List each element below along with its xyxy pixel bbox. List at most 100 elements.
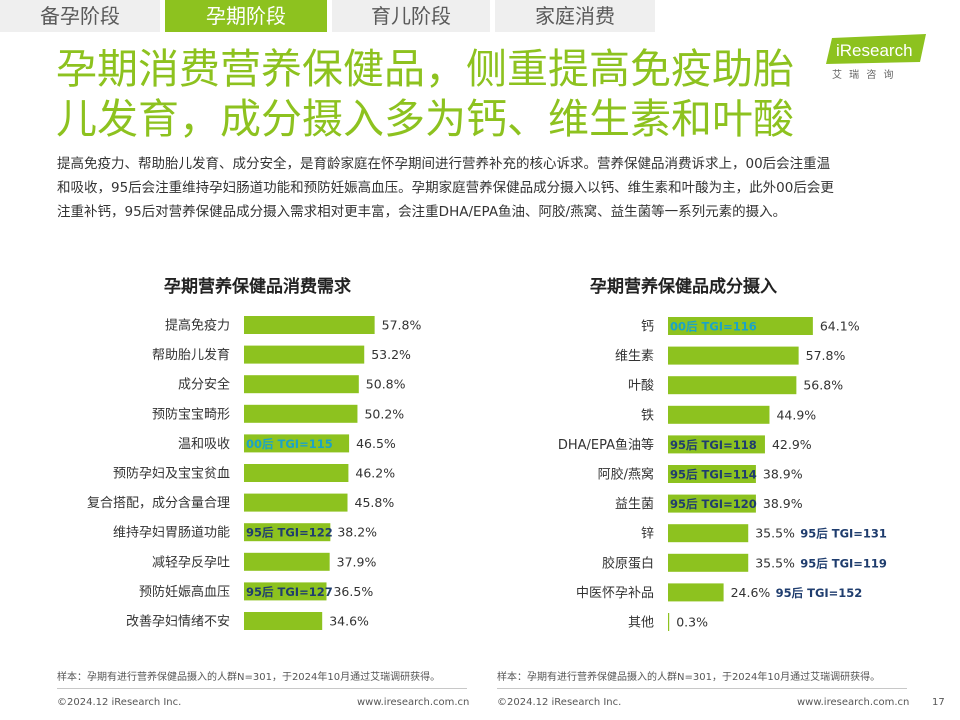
- chart-ingredients: 钙 64.1% 维生素 57.8% 叶酸 56.8% 铁 44.9% DHA/EPA鱼油等 42.…: [558, 317, 887, 631]
- demand-category-label: 减轻孕反孕吐: [152, 555, 230, 570]
- demand-bar: [244, 375, 359, 394]
- demand-category-label: 复合搭配，成分含量合理: [87, 495, 230, 511]
- ingredient-bar: [668, 553, 749, 572]
- demand-value-label: 46.5%: [356, 436, 396, 451]
- ingredient-tgi-tag: 95后 TGI=152: [776, 586, 863, 600]
- demand-category-label: 维持孕妇胃肠道功能: [113, 525, 230, 541]
- ingredient-tgi-tag: 00后 TGI=116: [670, 320, 757, 334]
- demand-bar: [244, 582, 327, 601]
- chart-title-demand: 孕期营养保健品消费需求: [164, 277, 351, 297]
- demand-value-label: 50.2%: [364, 406, 404, 421]
- ingredient-value-label: 57.8%: [806, 348, 846, 363]
- ingredient-category-label: 锌: [641, 527, 654, 542]
- ingredient-bar: [668, 613, 670, 631]
- ingredient-category-label: 胶原蛋白: [602, 555, 654, 571]
- ingredient-category-label: 铁: [641, 408, 654, 423]
- demand-value-label: 50.8%: [366, 377, 406, 392]
- demand-value-label: 34.6%: [329, 614, 369, 629]
- page-title-line-1: 孕期消费营养保健品，侧重提高免疫助胎: [56, 45, 794, 93]
- demand-bar: [244, 316, 375, 334]
- ingredient-bar: [668, 376, 797, 395]
- footer-divider-right: [497, 688, 907, 689]
- ingredient-value-label: 56.8%: [803, 378, 843, 393]
- ingredient-bar: [668, 317, 813, 335]
- demand-value-label: 57.8%: [382, 318, 422, 333]
- ingredient-value-label: 38.9%: [763, 467, 803, 482]
- demand-category-label: 预防妊娠高血压: [139, 584, 230, 600]
- demand-category-label: 改善孕妇情绪不安: [126, 614, 230, 630]
- demand-bar: [244, 404, 358, 423]
- ingredient-category-label: 中医怀孕补品: [576, 586, 654, 601]
- ingredient-tgi-tag: 95后 TGI=131: [800, 527, 887, 541]
- ingredient-bar: [668, 524, 749, 543]
- ingredient-bar: [668, 583, 724, 602]
- chart-demand: 提高免疫力 57.8% 帮助胎儿发育 53.2% 成分安全 50.8% 预防宝宝畸形 50.2…: [87, 316, 422, 630]
- ingredient-category-label: 益生菌: [615, 497, 654, 512]
- demand-bar: [244, 464, 349, 482]
- svg-text:艾 瑞 咨 询: 艾 瑞 咨 询: [832, 68, 896, 81]
- ingredient-tgi-tag: 95后 TGI=114: [670, 468, 757, 482]
- ingredient-value-label: 42.9%: [772, 437, 812, 452]
- description-line-2: 和吸收，95后会注重维持孕妇肠道功能和预防妊娠高血压。孕期家庭营养保健品成分摄入…: [57, 180, 834, 196]
- ingredient-category-label: 阿胶/燕窝: [598, 467, 654, 483]
- page-number: 17: [932, 697, 945, 708]
- description: 提高免疫力、帮助胎儿发育、成分安全，是育龄家庭在怀孕期间进行营养补充的核心诉求。…: [57, 152, 907, 224]
- footer-divider-left: [57, 688, 467, 689]
- footer-website-right: www.iresearch.com.cn: [797, 697, 910, 708]
- page-title-line-2: 儿发育，成分摄入多为钙、维生素和叶酸: [56, 95, 794, 143]
- demand-bar: [244, 434, 350, 453]
- footnote-left: 样本：孕期有进行营养保健品摄入的人群N=301，于2024年10月通过艾瑞调研获…: [57, 672, 441, 683]
- ingredient-category-label: 叶酸: [628, 379, 654, 394]
- demand-category-label: 预防宝宝畸形: [152, 406, 230, 422]
- ingredient-value-label: 0.3%: [676, 615, 708, 630]
- ingredient-value-label: 38.9%: [763, 496, 803, 511]
- ingredient-bar: [668, 494, 756, 513]
- demand-bar: [244, 612, 323, 630]
- demand-value-label: 36.5%: [333, 584, 373, 599]
- footer-copyright-right: ©2024.12 iResearch Inc.: [497, 697, 622, 708]
- tab-family-consumption[interactable]: 家庭消费: [495, 0, 655, 32]
- ingredient-bar: [668, 405, 770, 424]
- ingredient-value-label: 35.5%: [755, 555, 795, 570]
- ingredient-value-label: 64.1%: [820, 319, 860, 334]
- demand-value-label: 46.2%: [355, 466, 395, 481]
- ingredient-bar: [668, 435, 765, 454]
- ingredient-value-label: 24.6%: [731, 585, 771, 600]
- ingredient-tgi-tag: 95后 TGI=120: [670, 497, 757, 511]
- demand-tgi-tag: 00后 TGI=115: [246, 437, 333, 451]
- stage-tabs: 备孕阶段 孕期阶段 育儿阶段 家庭消费: [0, 0, 655, 32]
- chart-title-ingredients: 孕期营养保健品成分摄入: [590, 277, 777, 297]
- description-line-3: 注重补钙，95后对营养保健品成分摄入需求相对更丰富，会注重DHA/EPA鱼油、阿…: [57, 204, 787, 220]
- ingredient-value-label: 35.5%: [755, 526, 795, 541]
- tab-pre-pregnancy[interactable]: 备孕阶段: [0, 0, 160, 32]
- demand-category-label: 预防孕妇及宝宝贫血: [113, 466, 230, 482]
- tab-parenting[interactable]: 育儿阶段: [332, 0, 490, 32]
- ingredient-value-label: 44.9%: [776, 407, 816, 422]
- demand-bar: [244, 523, 331, 542]
- ingredient-bar: [668, 465, 756, 483]
- demand-tgi-tag: 95后 TGI=122: [246, 526, 333, 540]
- demand-value-label: 38.2%: [337, 525, 377, 540]
- ingredient-bar: [668, 346, 799, 365]
- demand-bar: [244, 345, 365, 364]
- demand-category-label: 温和吸收: [178, 437, 230, 452]
- ingredient-tgi-tag: 95后 TGI=119: [800, 556, 887, 570]
- demand-value-label: 37.9%: [337, 554, 377, 569]
- footer-website-left: www.iresearch.com.cn: [357, 697, 470, 708]
- ingredient-category-label: 钙: [641, 320, 654, 335]
- tab-pregnancy[interactable]: 孕期阶段: [165, 0, 327, 32]
- ingredient-category-label: 其他: [628, 616, 654, 631]
- demand-category-label: 提高免疫力: [165, 318, 230, 334]
- ingredient-category-label: 维生素: [615, 349, 654, 364]
- ingredient-category-label: DHA/EPA鱼油等: [558, 437, 654, 453]
- demand-category-label: 帮助胎儿发育: [152, 347, 230, 363]
- demand-value-label: 45.8%: [355, 495, 395, 510]
- ingredient-tgi-tag: 95后 TGI=118: [670, 438, 757, 452]
- demand-value-label: 53.2%: [371, 347, 411, 362]
- description-line-1: 提高免疫力、帮助胎儿发育、成分安全，是育龄家庭在怀孕期间进行营养补充的核心诉求。…: [57, 156, 831, 172]
- demand-tgi-tag: 95后 TGI=127: [246, 585, 333, 599]
- iresearch-logo: iResearch 艾 瑞 咨 询: [826, 34, 932, 84]
- footer-copyright-left: ©2024.12 iResearch Inc.: [57, 697, 182, 708]
- demand-category-label: 成分安全: [178, 377, 230, 393]
- demand-bar: [244, 552, 330, 571]
